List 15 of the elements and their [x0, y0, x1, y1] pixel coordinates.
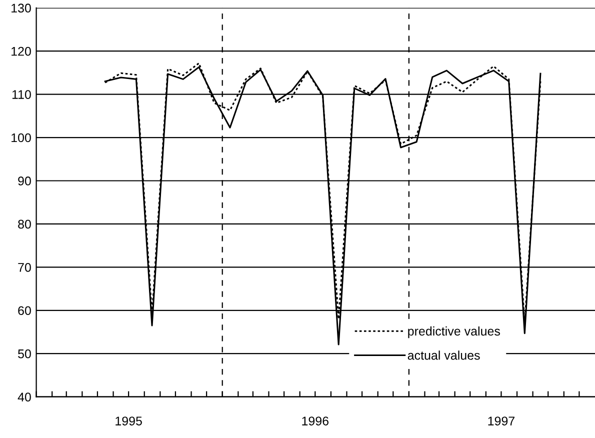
y-tick-label: 120 [12, 46, 31, 56]
y-tick-label: 40 [18, 392, 31, 402]
x-tick-label: 1995 [116, 416, 142, 426]
x-tick-label: 1996 [302, 416, 328, 426]
x-tick-label: 1997 [488, 416, 514, 426]
y-tick-label: 60 [18, 306, 31, 316]
legend-label: actual values [408, 350, 480, 360]
legend-label: predictive values [408, 326, 500, 338]
y-tick-label: 130 [12, 4, 31, 13]
y-tick-label: 90 [18, 176, 31, 186]
y-tick-label: 80 [18, 220, 31, 229]
y-tick-label: 100 [12, 133, 31, 142]
y-tick-label: 50 [18, 349, 31, 358]
y-tick-label: 110 [12, 90, 31, 99]
y-tick-label: 70 [18, 262, 31, 272]
